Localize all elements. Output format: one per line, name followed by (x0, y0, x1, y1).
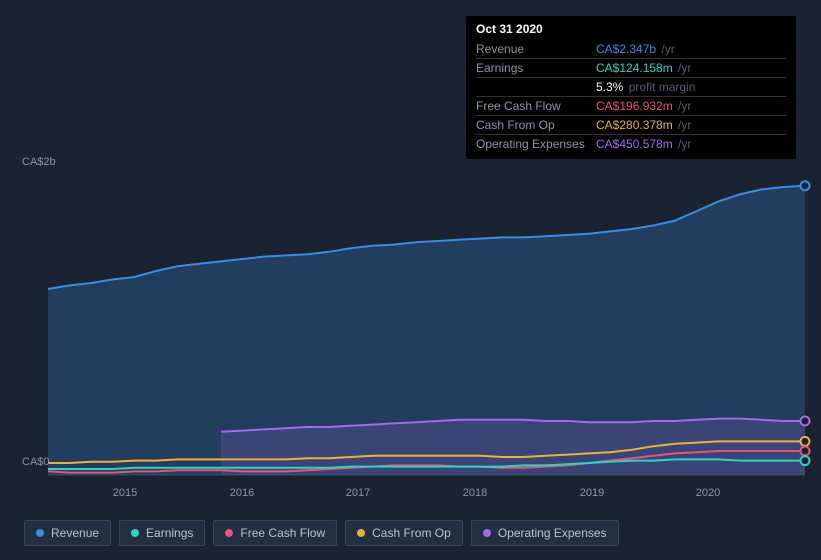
legend-dot-icon (483, 529, 491, 537)
x-axis-tick: 2015 (113, 487, 137, 499)
x-axis-tick: 2019 (580, 487, 604, 499)
legend-label: Revenue (51, 526, 99, 540)
tooltip-row: Operating ExpensesCA$450.578m /yr (476, 135, 786, 154)
tooltip-row-label: Cash From Op (476, 116, 596, 135)
tooltip-row-value: CA$450.578m /yr (596, 135, 786, 154)
legend-label: Cash From Op (372, 526, 451, 540)
legend-dot-icon (131, 529, 139, 537)
x-axis-tick: 2018 (463, 487, 487, 499)
x-axis-tick: 2017 (346, 487, 370, 499)
legend-dot-icon (36, 529, 44, 537)
y-axis-tick: CA$2b (22, 156, 56, 168)
tooltip-row-value: CA$196.932m /yr (596, 97, 786, 116)
x-axis-tick: 2016 (230, 487, 254, 499)
tooltip-row-value: CA$124.158m /yr (596, 59, 786, 78)
chart-tooltip: Oct 31 2020 RevenueCA$2.347b /yrEarnings… (466, 16, 796, 159)
legend-item-cash-from-op[interactable]: Cash From Op (345, 520, 463, 546)
x-axis-tick: 2020 (696, 487, 720, 499)
tooltip-row: RevenueCA$2.347b /yr (476, 40, 786, 59)
y-axis-tick: CA$0 (22, 456, 50, 468)
legend-item-revenue[interactable]: Revenue (24, 520, 111, 546)
tooltip-row: Free Cash FlowCA$196.932m /yr (476, 97, 786, 116)
tooltip-row-value: CA$280.378m /yr (596, 116, 786, 135)
tooltip-row-label: Earnings (476, 59, 596, 78)
tooltip-row-label: Revenue (476, 40, 596, 59)
tooltip-row-label: Free Cash Flow (476, 97, 596, 116)
tooltip-row: EarningsCA$124.158m /yr (476, 59, 786, 78)
tooltip-date: Oct 31 2020 (476, 22, 786, 36)
legend-dot-icon (357, 529, 365, 537)
tooltip-row: Cash From OpCA$280.378m /yr (476, 116, 786, 135)
legend-dot-icon (225, 529, 233, 537)
legend-item-free-cash-flow[interactable]: Free Cash Flow (213, 520, 337, 546)
financials-chart: CA$2b CA$0 2015 2016 2017 2018 2019 2020 Oct 3… (0, 0, 821, 560)
legend-item-earnings[interactable]: Earnings (119, 520, 205, 546)
legend-label: Operating Expenses (498, 526, 607, 540)
tooltip-row-value: 5.3% profit margin (596, 78, 786, 97)
tooltip-row-label (476, 78, 596, 97)
tooltip-table: RevenueCA$2.347b /yrEarningsCA$124.158m … (476, 40, 786, 153)
tooltip-row-value: CA$2.347b /yr (596, 40, 786, 59)
tooltip-row-label: Operating Expenses (476, 135, 596, 154)
chart-legend: Revenue Earnings Free Cash Flow Cash From O… (24, 520, 619, 546)
legend-label: Free Cash Flow (240, 526, 325, 540)
legend-item-operating-expenses[interactable]: Operating Expenses (471, 520, 619, 546)
legend-label: Earnings (146, 526, 193, 540)
tooltip-row: 5.3% profit margin (476, 78, 786, 97)
